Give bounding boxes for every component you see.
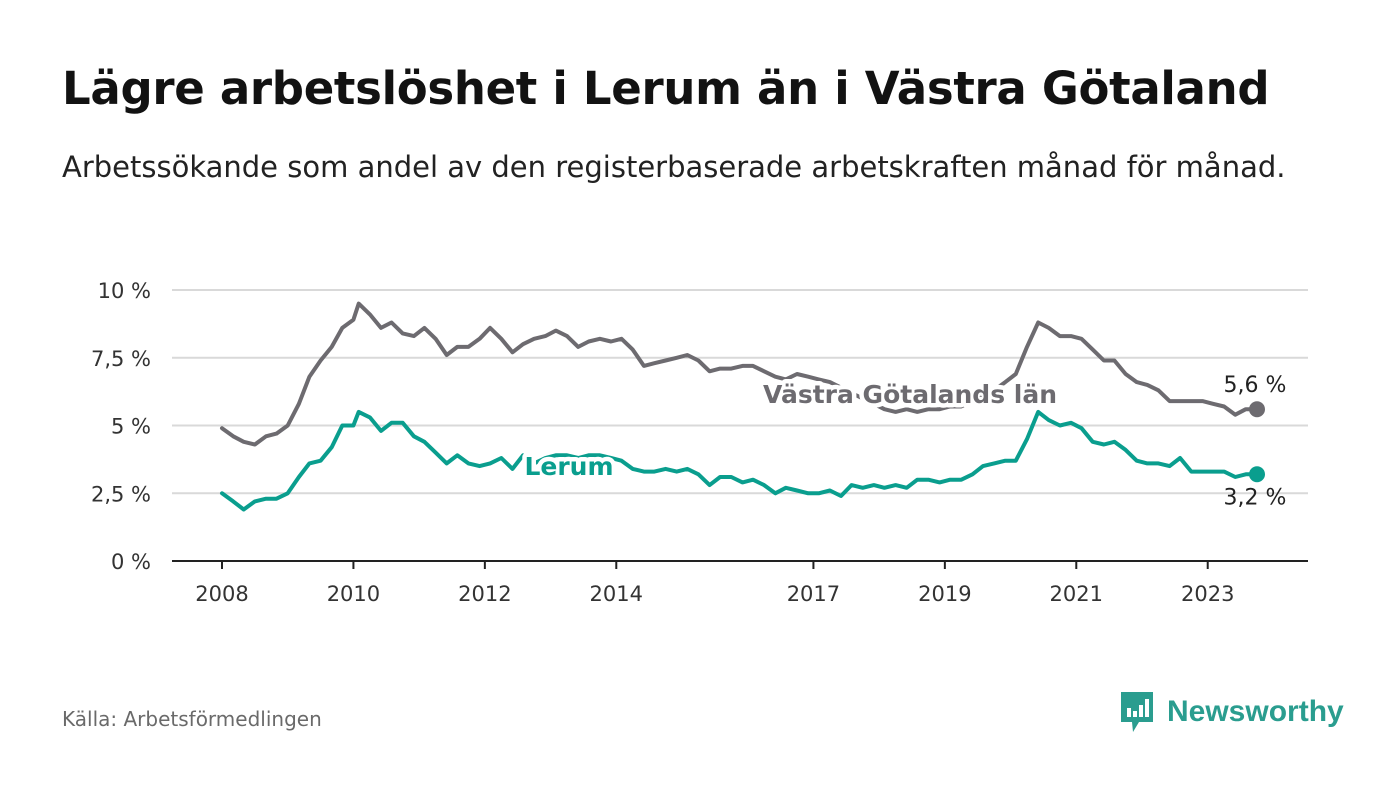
axes: 0 % 2,5 % 5 % 7,5 % 10 % 2008 2010 2012 2014 2017… xyxy=(91,279,1308,606)
chart-title: Lägre arbetslöshet i Lerum än i Västra G… xyxy=(62,62,1270,115)
x-tick-label: 2010 xyxy=(327,582,380,606)
x-tick-label: 2021 xyxy=(1050,582,1103,606)
series-line-vastra-gotaland xyxy=(220,301,1259,447)
x-tick-label: 2012 xyxy=(458,582,511,606)
x-tick-label: 2017 xyxy=(787,582,840,606)
brand-name: Newsworthy xyxy=(1167,695,1344,728)
series-labels: Västra Götalands län Lerum xyxy=(520,376,1062,486)
source-note: Källa: Arbetsförmedlingen xyxy=(62,707,322,731)
end-point-lerum xyxy=(1249,466,1265,483)
brand-logo[interactable]: Newsworthy xyxy=(1119,690,1344,734)
x-tick-label: 2014 xyxy=(590,582,643,606)
series-lines: 5,6 % 3,2 % xyxy=(220,301,1287,512)
newsworthy-logo-icon xyxy=(1121,692,1153,732)
chart-subtitle: Arbetssökande som andel av den registerb… xyxy=(62,150,1286,184)
y-tick-label: 10 % xyxy=(98,279,151,303)
series-label-lerum: Lerum xyxy=(524,452,613,481)
y-tick-label: 2,5 % xyxy=(91,482,151,506)
series-line-lerum xyxy=(220,409,1259,512)
x-tick-label: 2023 xyxy=(1181,582,1234,606)
x-tick-label: 2008 xyxy=(195,582,248,606)
x-tick-label: 2019 xyxy=(918,582,971,606)
grid-lines xyxy=(172,289,1308,495)
end-value-label-lerum: 3,2 % xyxy=(1224,485,1287,510)
end-value-label-vastra-gotaland: 5,6 % xyxy=(1224,373,1287,398)
y-tick-label: 0 % xyxy=(111,550,151,574)
y-tick-label: 7,5 % xyxy=(91,347,151,371)
y-tick-label: 5 % xyxy=(111,415,151,439)
end-point-vastra-gotaland xyxy=(1249,401,1265,418)
series-label-vastra-gotaland: Västra Götalands län xyxy=(763,380,1057,409)
